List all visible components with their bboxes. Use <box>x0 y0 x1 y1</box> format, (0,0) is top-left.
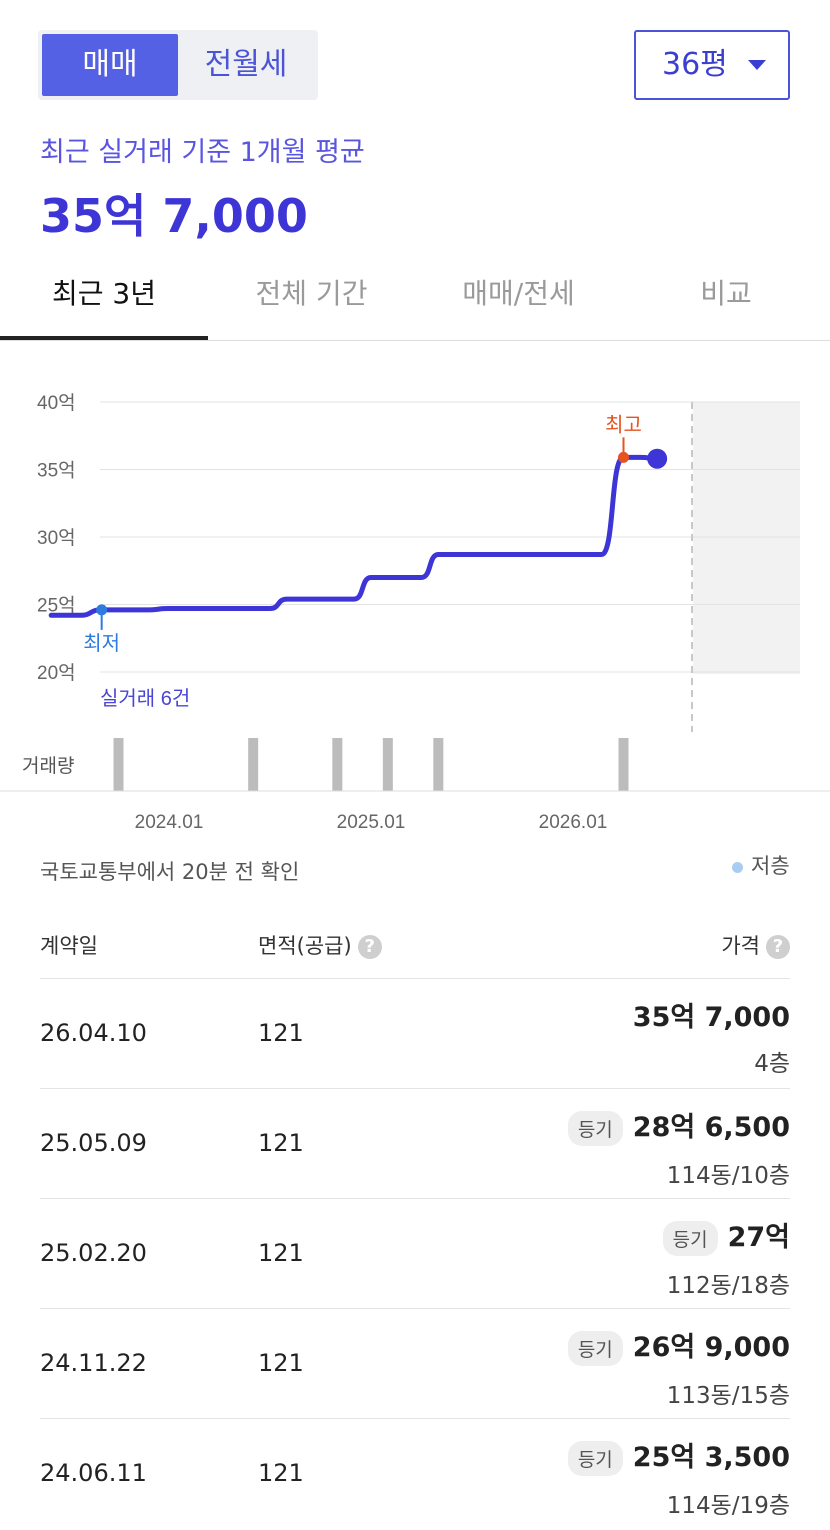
volume-bar[interactable] <box>113 738 124 791</box>
row-price-box: 등기 25억 3,500 114동/19층 <box>567 1435 790 1520</box>
legend-low-floor-label: 저층 <box>751 854 790 878</box>
row-price-box: 등기 28억 6,500 114동/10층 <box>567 1105 790 1190</box>
size-dropdown[interactable]: 36평 <box>634 30 790 100</box>
x-tick-label: 2024.01 <box>135 812 204 833</box>
row-price: 26억 9,000 <box>632 1332 790 1363</box>
row-divider <box>40 1198 790 1199</box>
x-tick-label: 2025.01 <box>337 812 406 833</box>
tab-sale-jeonse[interactable]: 매매/전세 <box>462 277 575 310</box>
legend-low-floor: 저층 <box>732 850 790 880</box>
sale-tab-button[interactable]: 매매 <box>42 34 178 96</box>
rent-tab-button[interactable]: 전월세 <box>204 47 288 82</box>
forecast-shade <box>693 402 800 674</box>
price-series-line <box>48 454 660 618</box>
header-area: 면적(공급)? <box>258 930 382 960</box>
row-price-box: 35억 7,000 4층 <box>633 995 790 1078</box>
volume-bar[interactable] <box>382 738 393 791</box>
low-marker-point[interactable] <box>96 604 108 616</box>
volume-bar[interactable] <box>433 738 444 791</box>
price-subtitle: 최근 실거래 기준 1개월 평균 <box>40 137 365 168</box>
row-price-box: 등기 27억 112동/18층 <box>662 1215 790 1300</box>
row-area: 121 <box>258 1129 304 1157</box>
row-divider <box>40 1088 790 1089</box>
y-tick-label: 30억 <box>37 527 76 549</box>
row-price-box: 등기 26억 9,000 113동/15층 <box>567 1325 790 1410</box>
header-price: 가격? <box>721 930 790 960</box>
row-date: 24.06.11 <box>40 1459 147 1487</box>
row-date: 24.11.22 <box>40 1349 147 1377</box>
row-price: 25억 3,500 <box>632 1442 790 1473</box>
chevron-down-icon <box>748 60 766 70</box>
row-date: 25.02.20 <box>40 1239 147 1267</box>
row-floor: 114동/19층 <box>666 1493 790 1519</box>
low-marker-label: 최저 <box>83 632 120 655</box>
row-divider <box>40 1308 790 1309</box>
tab-all-period[interactable]: 전체 기간 <box>255 277 368 310</box>
y-tick-label: 25억 <box>37 595 76 617</box>
row-floor: 113동/15층 <box>666 1383 790 1409</box>
tab-divider <box>0 340 830 341</box>
row-floor: 114동/10층 <box>666 1163 790 1189</box>
header-area-label: 면적(공급) <box>258 934 352 958</box>
row-area: 121 <box>258 1019 304 1047</box>
registered-badge: 등기 <box>567 1441 623 1476</box>
average-price: 35억 7,000 <box>40 189 308 243</box>
current-price-point[interactable] <box>647 448 668 469</box>
tab-recent-3-years[interactable]: 최근 3년 <box>52 277 156 310</box>
header-price-label: 가격 <box>721 934 760 958</box>
y-tick-label: 35억 <box>37 460 76 482</box>
registered-badge: 등기 <box>567 1111 623 1146</box>
row-area: 121 <box>258 1459 304 1487</box>
volume-bar[interactable] <box>618 738 629 791</box>
tab-compare[interactable]: 비교 <box>700 277 752 310</box>
row-divider <box>40 1418 790 1419</box>
x-tick-label: 2026.01 <box>539 812 608 833</box>
header-date: 계약일 <box>40 934 98 958</box>
y-tick-label: 40억 <box>37 392 76 414</box>
tab-active-indicator <box>0 336 208 340</box>
help-icon[interactable]: ? <box>357 935 382 959</box>
row-price: 35억 7,000 <box>632 1002 790 1033</box>
table-divider <box>40 978 790 979</box>
volume-bar[interactable] <box>248 738 259 791</box>
trade-type-toggle: 매매 전월세 <box>38 30 318 100</box>
high-marker-label: 최고 <box>605 413 642 436</box>
row-floor: 4층 <box>754 1051 790 1077</box>
source-note: 국토교통부에서 20분 전 확인 <box>40 860 300 884</box>
size-dropdown-label: 36평 <box>662 47 728 82</box>
row-price: 27억 <box>727 1222 790 1253</box>
price-chart[interactable]: 40억 35억 30억 25억 20억 최저 최고 실거래 6건 거래량 2024.01 2… <box>0 360 830 840</box>
volume-bar[interactable] <box>332 738 343 791</box>
y-tick-label: 20억 <box>37 662 76 684</box>
row-price: 28억 6,500 <box>632 1112 790 1143</box>
row-area: 121 <box>258 1239 304 1267</box>
row-floor: 112동/18층 <box>666 1273 790 1299</box>
help-icon[interactable]: ? <box>766 935 790 959</box>
row-area: 121 <box>258 1349 304 1377</box>
deal-count-label: 실거래 6건 <box>100 687 190 710</box>
high-marker-point[interactable] <box>618 451 629 463</box>
row-date: 25.05.09 <box>40 1129 147 1157</box>
volume-label: 거래량 <box>22 755 74 777</box>
registered-badge: 등기 <box>662 1221 718 1256</box>
row-date: 26.04.10 <box>40 1019 147 1047</box>
low-floor-dot-icon <box>732 861 743 873</box>
registered-badge: 등기 <box>567 1331 623 1366</box>
